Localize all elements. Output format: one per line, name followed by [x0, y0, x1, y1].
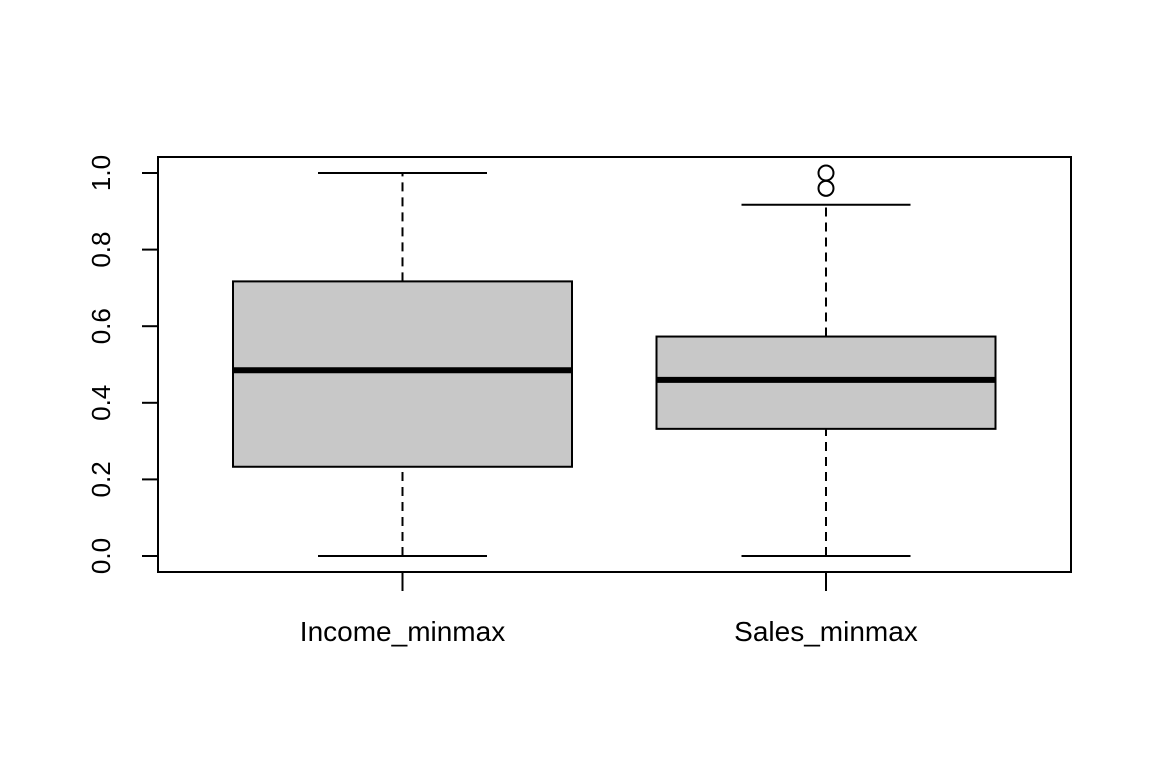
x-tick-label: Sales_minmax — [734, 616, 918, 647]
y-tick-label: 0.8 — [86, 232, 116, 268]
y-tick-label: 1.0 — [86, 155, 116, 191]
y-tick-label: 0.4 — [86, 385, 116, 421]
y-axis: 0.0 0.2 0.4 0.6 0.8 1.0 — [86, 155, 159, 574]
x-tick-label: Income_minmax — [300, 616, 505, 647]
y-tick-label: 0.6 — [86, 308, 116, 344]
outlier-point — [817, 179, 835, 197]
outlier-point — [817, 164, 835, 182]
x-axis: Income_minmax Sales_minmax — [300, 572, 918, 647]
box-Income_minmax — [232, 172, 573, 557]
y-tick-label: 0.2 — [86, 461, 116, 497]
boxes-group — [232, 164, 997, 557]
iqr-box — [232, 280, 573, 468]
y-tick-label: 0.0 — [86, 538, 116, 574]
box-Sales_minmax — [655, 164, 997, 557]
